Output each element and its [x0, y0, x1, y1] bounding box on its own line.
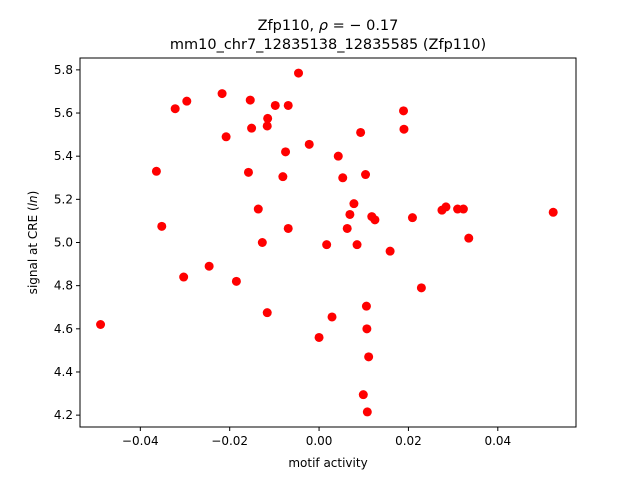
data-point: [349, 199, 359, 209]
data-point: [338, 173, 348, 183]
y-tick-label: 4.2: [54, 408, 73, 422]
data-point: [231, 276, 241, 286]
data-point: [322, 240, 332, 250]
data-point: [333, 151, 343, 161]
data-point: [304, 139, 314, 149]
data-point: [151, 166, 161, 176]
x-tick-label: −0.02: [211, 434, 248, 448]
y-tick-label: 4.4: [54, 365, 73, 379]
data-point: [352, 240, 362, 250]
data-point: [345, 209, 355, 219]
data-point: [358, 390, 368, 400]
data-point: [283, 100, 293, 110]
x-tick-label: 0.00: [306, 434, 333, 448]
data-point: [314, 332, 324, 342]
data-point: [253, 204, 263, 214]
data-point: [385, 246, 395, 256]
data-point: [263, 113, 273, 123]
y-axis-label: signal at CRE (ln): [26, 191, 40, 295]
y-tick-label: 5.8: [54, 63, 73, 77]
x-tick-label: 0.02: [395, 434, 422, 448]
data-point: [170, 104, 180, 114]
data-point: [217, 89, 227, 99]
data-point: [327, 312, 337, 322]
data-point: [247, 123, 257, 133]
data-point: [294, 68, 304, 78]
plot-frame: [79, 57, 577, 428]
data-point: [262, 308, 272, 318]
data-point: [221, 132, 231, 142]
chart-title-line1: Zfp110, ρ = − 0.17: [258, 18, 399, 34]
chart-title-line2: mm10_chr7_12835138_12835585 (Zfp110): [170, 37, 486, 53]
data-point: [257, 238, 267, 247]
y-tick-label: 4.6: [54, 322, 73, 336]
data-point: [464, 233, 474, 243]
data-point: [399, 124, 409, 134]
data-point: [342, 223, 352, 233]
data-point: [204, 261, 214, 271]
x-tick-label: 0.04: [484, 434, 511, 448]
y-tick-label: 5.2: [54, 192, 73, 206]
data-point: [361, 301, 371, 311]
data-point: [416, 283, 426, 293]
points-layer: [96, 68, 558, 417]
x-axis-label: motif activity: [288, 456, 367, 470]
data-point: [458, 204, 468, 214]
data-point: [157, 221, 167, 231]
data-point: [399, 106, 409, 116]
data-point: [243, 167, 253, 177]
y-tick-label: 5.6: [54, 106, 73, 120]
y-tick-label: 5.4: [54, 149, 73, 163]
y-tick-label: 5.0: [54, 236, 73, 250]
data-point: [179, 272, 189, 282]
data-point: [281, 147, 291, 157]
data-point: [245, 95, 255, 105]
data-point: [361, 170, 371, 180]
data-point: [441, 202, 451, 212]
data-point: [262, 121, 272, 131]
data-point: [362, 407, 372, 417]
data-point: [270, 100, 280, 110]
ticks-layer: −0.04 −0.02 0.00 0.02 0.04 4.2 4.4 4.6 4.8 5.0 5.2…: [54, 63, 511, 448]
y-tick-label: 4.8: [54, 279, 73, 293]
data-point: [364, 352, 374, 362]
data-point: [283, 223, 293, 233]
data-point: [370, 215, 380, 225]
data-point: [362, 324, 372, 334]
x-tick-label: −0.04: [122, 434, 159, 448]
data-point: [96, 320, 106, 329]
data-point: [278, 172, 288, 182]
data-point: [182, 96, 192, 106]
data-point: [548, 207, 558, 217]
data-point: [356, 127, 366, 137]
data-point: [407, 213, 417, 223]
